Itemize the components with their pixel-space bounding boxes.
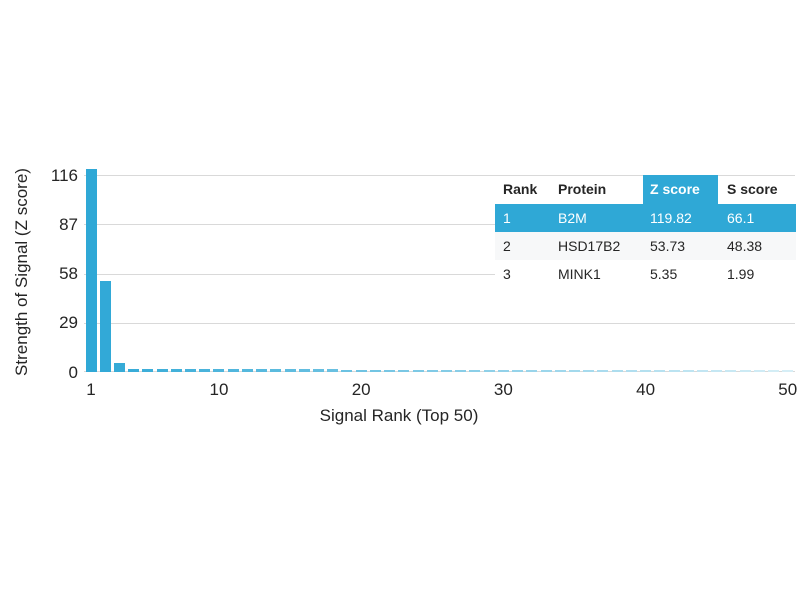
y-tick-label: 116 bbox=[50, 165, 78, 185]
bar-rank-26[interactable] bbox=[441, 369, 452, 372]
bar-rank-36[interactable] bbox=[583, 369, 595, 372]
bar-rank-32[interactable] bbox=[526, 369, 538, 372]
x-tick-label: 20 bbox=[351, 380, 371, 399]
bar-rank-25[interactable] bbox=[426, 369, 438, 372]
gridline bbox=[84, 224, 795, 226]
x-axis-title: Signal Rank (Top 50) bbox=[319, 406, 479, 425]
bar-rank-17[interactable] bbox=[313, 369, 325, 372]
y-tick-label: 29 bbox=[59, 313, 78, 333]
table-cell: 53.73 bbox=[650, 238, 686, 254]
column-header-protein[interactable]: Protein bbox=[558, 181, 607, 197]
x-tick-label: 40 bbox=[636, 380, 656, 399]
bar-rank-21[interactable] bbox=[369, 369, 381, 372]
bar-rank-2[interactable] bbox=[99, 280, 111, 372]
table-cell: 5.35 bbox=[650, 266, 678, 282]
table-row-rank-3: 3 MINK1 5.35 1.99 bbox=[495, 260, 796, 288]
bar-rank-27[interactable] bbox=[455, 369, 467, 372]
bar-rank-33[interactable] bbox=[540, 369, 552, 372]
bar-rank-23[interactable] bbox=[398, 369, 410, 372]
bar-rank-10[interactable] bbox=[213, 369, 225, 372]
bar-rank-15[interactable] bbox=[284, 369, 296, 372]
table-cell: 66.1 bbox=[727, 210, 755, 226]
bar-rank-29[interactable] bbox=[483, 369, 495, 372]
x-tick-label: 1 bbox=[86, 380, 96, 399]
bar-rank-20[interactable] bbox=[355, 369, 367, 372]
column-header-rank[interactable]: Rank bbox=[503, 181, 538, 197]
bar-rank-44[interactable] bbox=[696, 370, 708, 372]
table-cell: MINK1 bbox=[558, 266, 601, 282]
bar-rank-41[interactable] bbox=[654, 370, 666, 372]
bar-rank-5[interactable] bbox=[142, 368, 154, 372]
bar-rank-35[interactable] bbox=[568, 369, 580, 372]
y-tick-label: 0 bbox=[68, 362, 78, 382]
table-cell: 119.82 bbox=[650, 210, 692, 226]
bar-rank-30[interactable] bbox=[497, 369, 509, 372]
x-tick-label: 10 bbox=[209, 380, 229, 399]
y-tick-label: 87 bbox=[59, 214, 78, 234]
column-header-z-score[interactable]: Z score bbox=[650, 181, 700, 197]
bar-rank-14[interactable] bbox=[270, 369, 282, 372]
bar-rank-7[interactable] bbox=[170, 369, 182, 372]
x-tick-label: 50 bbox=[778, 380, 798, 399]
bar-rank-46[interactable] bbox=[725, 370, 737, 372]
bar-rank-49[interactable] bbox=[768, 370, 780, 372]
gridline bbox=[84, 273, 795, 275]
bar-rank-6[interactable] bbox=[156, 368, 168, 372]
column-header-s-score[interactable]: S score bbox=[727, 181, 778, 197]
bar-rank-4[interactable] bbox=[128, 368, 140, 372]
bar-rank-43[interactable] bbox=[682, 370, 694, 372]
bar-rank-31[interactable] bbox=[512, 369, 524, 372]
bar-rank-3[interactable] bbox=[113, 362, 125, 372]
bar-rank-22[interactable] bbox=[384, 369, 396, 372]
gridline bbox=[84, 175, 795, 177]
table-header-row: Rank Protein Z score S score bbox=[495, 175, 796, 204]
table-cell: 1.99 bbox=[727, 266, 755, 282]
gridline bbox=[84, 322, 795, 324]
bar-rank-24[interactable] bbox=[412, 369, 424, 372]
bar-rank-42[interactable] bbox=[668, 370, 680, 372]
bar-rank-50[interactable] bbox=[782, 370, 794, 372]
bar-rank-37[interactable] bbox=[597, 369, 609, 372]
bar-rank-39[interactable] bbox=[625, 369, 637, 372]
bar-rank-38[interactable] bbox=[611, 369, 623, 372]
bar-rank-12[interactable] bbox=[241, 369, 253, 372]
highlighted-column-header-background bbox=[643, 175, 718, 204]
bar-rank-1[interactable] bbox=[85, 168, 97, 372]
table-cell: B2M bbox=[558, 210, 587, 226]
bar-rank-40[interactable] bbox=[640, 370, 652, 372]
gridline bbox=[84, 371, 795, 372]
table-cell: 1 bbox=[503, 210, 511, 226]
y-tick-label: 58 bbox=[59, 264, 78, 284]
table-cell: 48.38 bbox=[727, 238, 763, 254]
bar-rank-13[interactable] bbox=[256, 369, 268, 372]
bar-rank-34[interactable] bbox=[554, 369, 566, 372]
bar-rank-47[interactable] bbox=[739, 370, 751, 372]
bar-rank-19[interactable] bbox=[341, 369, 353, 372]
bar-rank-45[interactable] bbox=[711, 370, 723, 372]
plot-area bbox=[84, 165, 795, 372]
table-row-rank-2: 2 HSD17B2 53.73 48.38 bbox=[495, 232, 796, 260]
bar-rank-28[interactable] bbox=[469, 369, 481, 372]
table-cell: 2 bbox=[503, 238, 511, 254]
bar-rank-48[interactable] bbox=[753, 370, 765, 372]
bar-rank-16[interactable] bbox=[298, 369, 310, 372]
table-row-rank-1: 1 B2M 119.82 66.1 bbox=[495, 204, 796, 232]
table-cell: HSD17B2 bbox=[558, 238, 621, 254]
bar-rank-9[interactable] bbox=[199, 369, 211, 372]
table-cell: 3 bbox=[503, 266, 511, 282]
x-tick-label: 30 bbox=[493, 380, 513, 399]
bar-rank-8[interactable] bbox=[185, 369, 197, 372]
bar-rank-18[interactable] bbox=[327, 369, 339, 372]
bar-rank-11[interactable] bbox=[227, 369, 239, 372]
